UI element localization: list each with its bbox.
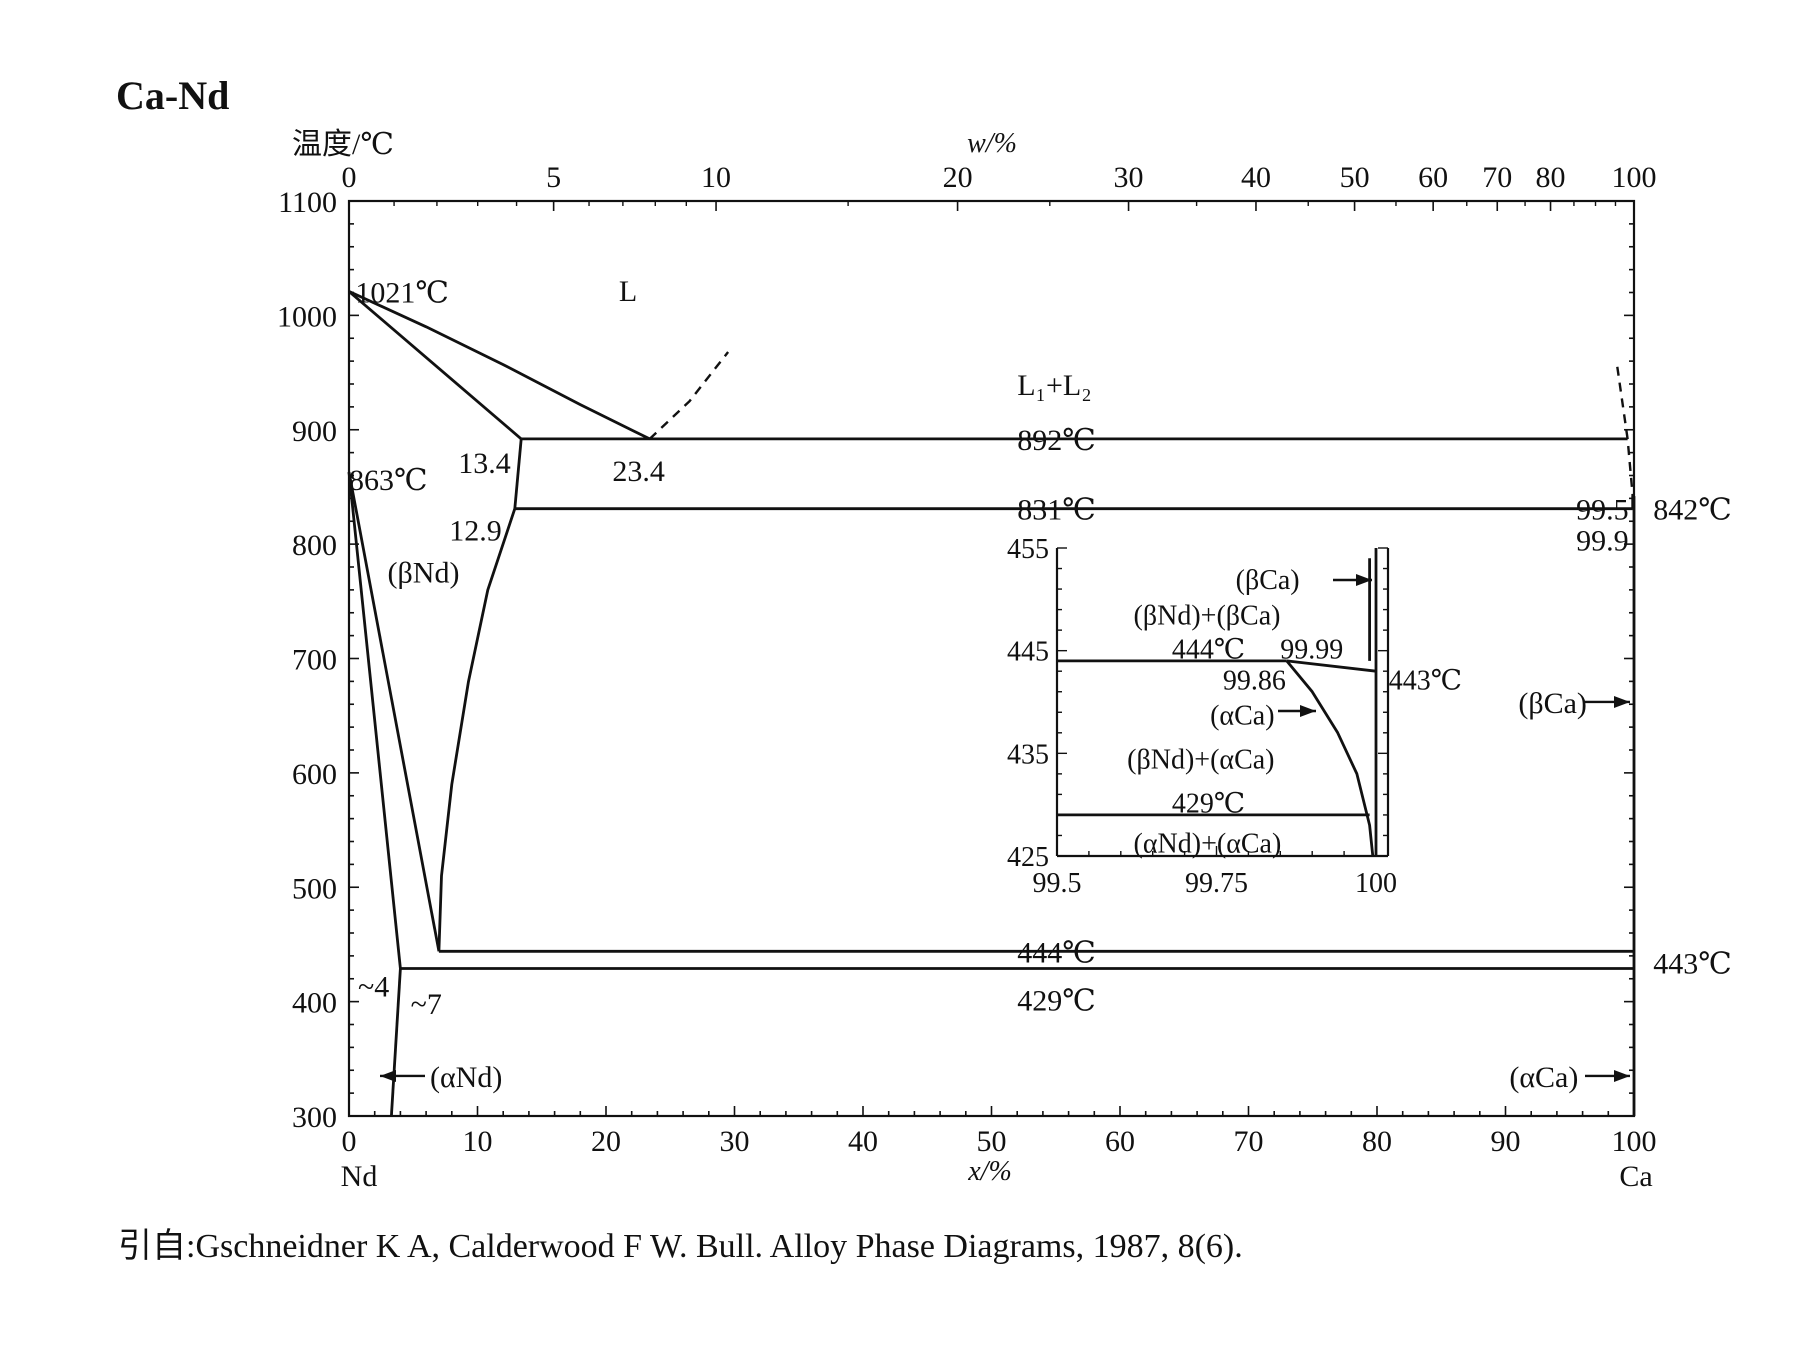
x-tick-label: 100 [1612,1125,1657,1158]
annotation: 863℃ [349,464,428,497]
citation: 引自:Gschneidner K A, Calderwood F W. Bull… [118,1228,1243,1265]
plot-frame [347,199,1636,1118]
y-tick-label: 1100 [278,186,337,219]
inset-x-tick-label: 99.5 [1033,868,1082,899]
x2-tick-label: 40 [1241,161,1271,194]
annotation: (αNd) [430,1061,502,1094]
inset-annotation: 443℃ [1389,665,1462,696]
inset-boundary-2 [1285,660,1375,857]
inset-annotation: (βNd)+(βCa) [1134,601,1281,632]
annotation: 892℃ [1017,424,1096,457]
inset-annotation: 444℃ [1172,635,1245,666]
x2-tick-label: 60 [1418,161,1448,194]
inset-annotation: (βNd)+(αCa) [1127,744,1274,775]
alpha-ca-arrow-head [1614,1069,1630,1082]
x2-tick-label: 5 [546,161,561,194]
x-tick-label: 50 [977,1125,1007,1158]
annotation: (βCa) [1518,687,1587,720]
annotation: (βNd) [388,557,460,590]
x2-tick-label: 30 [1114,161,1144,194]
annotation: 429℃ [1017,984,1096,1017]
alpha-nd-arrow-head [380,1069,396,1082]
x-axis-label: x/% [967,1156,1012,1187]
inset-annotation: 99.86 [1223,665,1286,696]
x2-tick-label: 10 [701,161,731,194]
phase-boundary-0 [348,290,523,440]
inset-plot: 425 435 445 455 99.5 99.75 100 (βCa) (βNd)+(βCa)… [1007,534,1462,899]
annotation: 23.4 [612,455,665,488]
annotation: L [619,275,637,308]
x2-tick-label: 50 [1340,161,1370,194]
x2-tick-label: 70 [1482,161,1512,194]
annotation: 12.9 [449,514,502,547]
inset-annotation: 99.99 [1280,635,1343,666]
x-tick-label: 60 [1105,1125,1135,1158]
inset-annotation: 429℃ [1172,789,1245,820]
inset-x-tick-label: 99.75 [1185,868,1248,899]
inset-annotation: (αCa) [1210,700,1274,731]
annotation: 99.5 [1576,494,1629,527]
x2-tick-label: 100 [1612,161,1657,194]
inset-y-tick-label: 445 [1007,637,1049,668]
inset-y-tick-label: 425 [1007,842,1049,873]
inset-y-tick-label: 455 [1007,534,1049,565]
inset-beta-ca-arrow-head [1356,574,1372,586]
x-tick-label: 10 [463,1125,493,1158]
y-tick-label: 300 [292,1101,337,1134]
inset-alpha-ca-arrow-head [1300,705,1316,717]
y-tick-label: 500 [292,872,337,905]
annotation: 13.4 [458,447,511,480]
x2-tick-label: 0 [342,161,357,194]
annotation: 842℃ [1653,494,1732,527]
x-tick-label: 40 [848,1125,878,1158]
annotation: 444℃ [1017,936,1096,969]
inset-annotation: (αNd)+(αCa) [1134,829,1282,860]
y-tick-label: 700 [292,644,337,677]
inset-annotation: (βCa) [1236,565,1300,596]
inset-boundary-1 [1286,659,1377,673]
phase-boundary-2 [648,351,730,440]
phase-boundary-7 [347,471,402,969]
annotation: 99.9 [1576,525,1629,558]
x-tick-label: 0 [342,1125,357,1158]
phase-boundary-3 [1616,366,1634,497]
x-tick-label: 80 [1362,1125,1392,1158]
x2-tick-label: 20 [943,161,973,194]
annotation: 443℃ [1653,948,1732,981]
inset-y-tick-label: 435 [1007,739,1049,770]
inset-background [1055,546,1394,860]
inset-x-tick-label: 100 [1355,868,1397,899]
phase-boundary-4 [513,438,523,509]
x-tick-label: 20 [591,1125,621,1158]
y-axis-label: 温度/℃ [292,128,394,161]
annotation: L₁+L₂ [1017,369,1091,402]
annotation: 1021℃ [355,276,449,309]
y-tick-label: 800 [292,529,337,562]
y-tick-label: 900 [292,415,337,448]
y-tick-label: 1000 [277,300,337,333]
x-end-label-ca: Ca [1619,1160,1652,1193]
phase-boundary-1 [348,290,651,441]
x-tick-label: 90 [1491,1125,1521,1158]
phase-boundary-6 [347,471,441,952]
x2-axis-label: w/% [967,128,1017,159]
y-tick-label: 600 [292,758,337,791]
annotation: ~4 [358,971,389,1004]
beta-ca-arrow-head [1614,695,1630,708]
x2-tick-label: 80 [1536,161,1566,194]
annotation: (αCa) [1509,1061,1578,1094]
figure-title: Ca-Nd [116,73,230,118]
x-end-label-nd: Nd [341,1160,378,1193]
annotation: 831℃ [1017,494,1096,527]
x-tick-label: 30 [720,1125,750,1158]
y-tick-label: 400 [292,987,337,1020]
x-tick-label: 70 [1234,1125,1264,1158]
phase-boundary-8 [390,968,402,1117]
phase-boundary-5 [437,508,517,952]
annotation: ~7 [411,988,442,1021]
